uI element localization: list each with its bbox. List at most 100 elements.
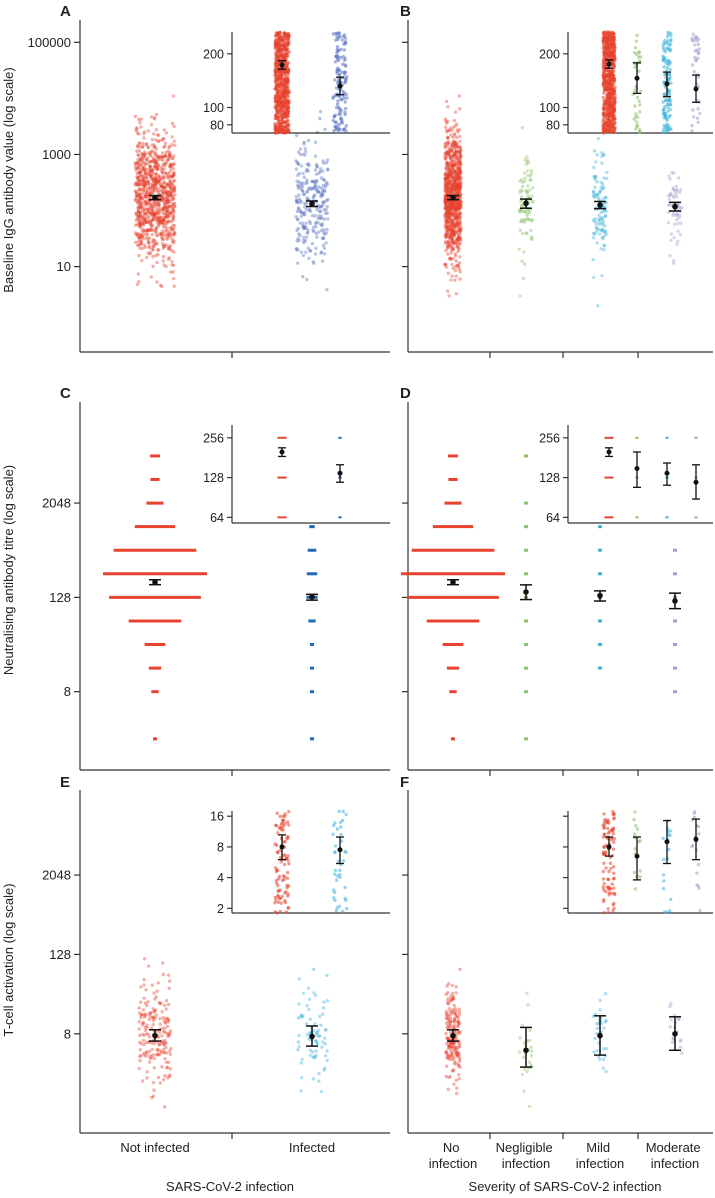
data-point	[305, 180, 309, 184]
data-point	[147, 201, 151, 206]
data-point	[319, 1023, 323, 1027]
inset-data-point	[603, 35, 607, 39]
inset-negligible-infection-mean-marker	[634, 75, 640, 81]
data-point	[137, 187, 142, 191]
data-point	[134, 128, 138, 132]
inset-data-point	[332, 890, 337, 895]
data-point	[325, 211, 329, 215]
data-point	[169, 168, 173, 172]
data-point	[450, 205, 454, 209]
data-point	[163, 190, 167, 194]
data-point	[169, 162, 173, 166]
data-point	[447, 173, 451, 178]
data-point	[457, 237, 461, 242]
data-point	[451, 231, 456, 235]
data-point	[456, 203, 460, 207]
data-point	[146, 179, 150, 183]
inset-data-point	[691, 32, 696, 36]
data-point	[449, 230, 453, 235]
data-point	[298, 209, 303, 213]
data-point	[154, 172, 158, 177]
data-point	[455, 145, 459, 149]
data-point	[168, 190, 172, 194]
data-point	[450, 182, 455, 186]
inset-data-point	[278, 825, 282, 829]
data-point	[593, 178, 597, 182]
data-point	[595, 1049, 599, 1053]
data-point	[148, 186, 152, 190]
data-point	[443, 186, 447, 191]
data-point	[451, 163, 455, 168]
data-point	[444, 219, 448, 223]
data-point	[171, 223, 175, 228]
data-point	[303, 153, 307, 157]
data-point	[168, 164, 172, 169]
data-point	[299, 164, 304, 168]
data-point	[456, 201, 461, 206]
data-point	[453, 225, 457, 229]
data-point	[301, 991, 306, 995]
data-point	[162, 185, 166, 190]
data-point	[164, 205, 169, 209]
data-point	[139, 188, 143, 192]
inset-infected	[331, 809, 349, 914]
inset-data-point	[662, 48, 666, 52]
data-point	[445, 1064, 449, 1069]
data-point	[456, 184, 460, 188]
data-point	[443, 263, 447, 267]
data-point	[458, 203, 463, 207]
data-point	[456, 199, 460, 204]
data-point	[444, 262, 448, 267]
data-point	[137, 239, 141, 244]
data-point	[140, 229, 144, 233]
data-point	[154, 164, 158, 169]
data-point	[146, 145, 150, 149]
data-point	[458, 168, 462, 172]
data-point	[166, 214, 170, 218]
data-point	[446, 190, 450, 194]
data-point	[305, 190, 309, 194]
data-point	[321, 169, 325, 173]
category-label-no-infection-line1: No	[443, 1140, 460, 1155]
data-point	[445, 179, 449, 183]
data-point	[453, 143, 458, 148]
data-point	[445, 195, 449, 200]
data-point	[457, 211, 462, 215]
data-point	[519, 208, 523, 212]
data-point	[449, 257, 453, 261]
inset-data-point	[333, 850, 337, 855]
data-point	[447, 128, 451, 133]
inset-data-point	[635, 52, 639, 57]
data-point	[133, 181, 137, 186]
data-point	[453, 176, 457, 180]
data-point	[154, 210, 158, 215]
data-point	[137, 179, 141, 184]
data-point	[599, 217, 603, 221]
data-point	[530, 199, 534, 203]
data-point	[295, 217, 300, 222]
data-point	[167, 189, 171, 194]
data-point	[454, 985, 458, 989]
data-point	[591, 190, 596, 194]
data-point	[147, 210, 152, 214]
data-point	[156, 201, 160, 206]
data-point	[137, 197, 141, 201]
inset-data-point	[286, 906, 291, 910]
data-point	[457, 1007, 461, 1011]
data-point	[452, 181, 457, 185]
data-point	[455, 156, 460, 161]
inset-data-point	[340, 121, 344, 125]
data-point	[455, 142, 459, 147]
data-point	[457, 170, 461, 175]
data-point	[159, 221, 163, 225]
data-point	[445, 224, 450, 229]
data-point	[451, 191, 455, 195]
data-point	[165, 182, 169, 187]
data-point	[458, 159, 462, 163]
data-point	[448, 204, 452, 209]
data-point	[454, 203, 459, 207]
data-point	[168, 210, 173, 214]
data-point	[458, 202, 462, 206]
inset-data-point	[332, 115, 336, 119]
data-point	[313, 184, 317, 189]
